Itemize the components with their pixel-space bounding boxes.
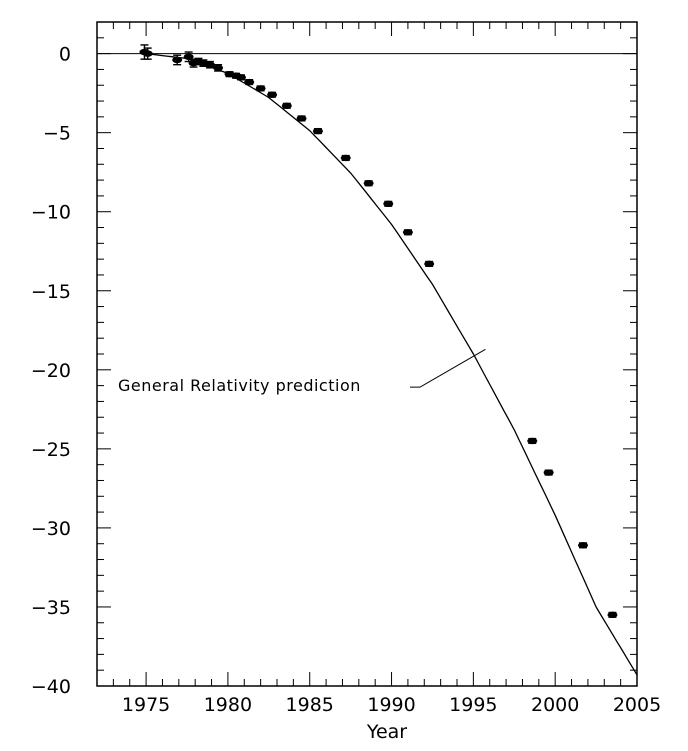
- data-point: [527, 437, 538, 445]
- data-point-marker: [607, 611, 618, 619]
- data-point-marker: [296, 115, 307, 122]
- data-point: [383, 200, 394, 208]
- annotation-leader-line: [410, 348, 486, 388]
- x-tick-label: 2000: [531, 694, 579, 716]
- data-point: [255, 85, 266, 92]
- data-point-marker: [213, 64, 224, 72]
- data-point-marker: [281, 102, 292, 109]
- data-point: [213, 63, 224, 72]
- data-point: [312, 127, 323, 135]
- axis-tick-labels: 1975 1980 1985 1990 1995 2000 2005 0 −5 −10 −15 −20…: [31, 44, 661, 716]
- y-tick-label: 0: [59, 44, 71, 66]
- x-tick-label: 1975: [122, 694, 170, 716]
- data-point: [172, 54, 183, 66]
- data-point: [236, 74, 246, 81]
- data-point-marker: [363, 180, 374, 187]
- data-point-marker: [340, 154, 351, 162]
- data-point-marker: [402, 229, 413, 236]
- y-tick-label: −40: [31, 676, 71, 698]
- data-point-marker: [527, 437, 538, 445]
- data-point-marker: [383, 200, 394, 208]
- data-point: [296, 115, 307, 122]
- gr-prediction-annotation: General Relativity prediction: [118, 376, 361, 395]
- data-point: [607, 611, 618, 619]
- data-points: [139, 44, 618, 619]
- data-point-marker: [312, 127, 323, 135]
- x-tick-label: 1995: [449, 694, 497, 716]
- data-point: [281, 102, 292, 109]
- data-point-marker: [183, 53, 194, 60]
- plot-frame: [96, 21, 638, 687]
- y-tick-label: −30: [31, 518, 71, 540]
- data-point: [340, 154, 351, 162]
- x-axis-title: Year: [366, 721, 407, 743]
- data-point: [142, 47, 153, 60]
- data-point: [424, 260, 435, 268]
- data-point: [204, 60, 215, 69]
- data-point-marker: [543, 469, 554, 476]
- data-point-marker: [255, 85, 266, 92]
- y-tick-label: −10: [31, 202, 71, 224]
- x-tick-label: 1985: [286, 694, 334, 716]
- y-tick-label: −35: [31, 597, 71, 619]
- y-tick-label: −25: [31, 439, 71, 461]
- data-point-marker: [204, 61, 215, 68]
- data-point: [267, 91, 278, 98]
- y-tick-label: −20: [31, 360, 71, 382]
- data-point-marker: [142, 50, 153, 57]
- y-tick-label: −5: [43, 123, 71, 145]
- data-point-marker: [236, 74, 246, 81]
- y-tick-label: −15: [31, 281, 71, 303]
- data-point: [543, 469, 554, 476]
- data-point: [363, 180, 374, 187]
- data-point-marker: [424, 260, 435, 268]
- x-tick-label: 1980: [204, 694, 252, 716]
- x-tick-label: 1990: [367, 694, 415, 716]
- data-point: [402, 229, 413, 236]
- x-tick-label: 2005: [613, 694, 661, 716]
- data-point: [244, 78, 255, 86]
- data-point: [578, 542, 588, 549]
- data-point-marker: [578, 542, 588, 549]
- data-point-marker: [244, 78, 255, 86]
- data-point-marker: [172, 56, 183, 64]
- data-point-marker: [267, 91, 278, 98]
